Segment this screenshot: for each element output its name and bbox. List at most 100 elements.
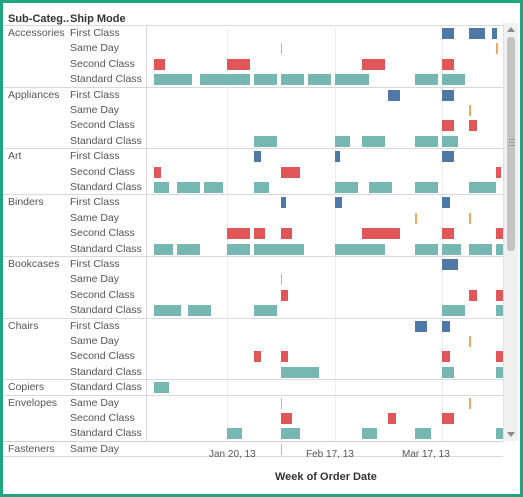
gantt-bar bbox=[203, 182, 223, 193]
x-tick-label: Jan 20, 13 bbox=[209, 449, 256, 460]
gantt-bar bbox=[153, 382, 170, 394]
subcategory-label: Bookcases bbox=[8, 258, 60, 270]
gantt-bar bbox=[253, 74, 277, 86]
gantt-bar bbox=[280, 413, 293, 424]
gantt-bar bbox=[334, 74, 370, 86]
subcategory-label: Binders bbox=[8, 196, 44, 209]
chart-frame: Sub-Categ.. Ship Mode Accessories First C… bbox=[3, 3, 520, 494]
grip-line bbox=[509, 139, 515, 140]
gantt-bar bbox=[496, 228, 504, 240]
gantt-bar bbox=[280, 74, 304, 86]
x-axis-title: Week of Order Date bbox=[275, 471, 377, 483]
gantt-bar bbox=[334, 135, 350, 147]
gantt-bar bbox=[469, 120, 477, 132]
subcategory-label: Appliances bbox=[8, 88, 60, 101]
group-divider bbox=[3, 194, 503, 196]
gantt-bar bbox=[253, 228, 266, 240]
gantt-bar bbox=[226, 74, 250, 86]
gantt-bar bbox=[153, 74, 193, 86]
gantt-bar bbox=[253, 243, 304, 255]
ship-mode-label: Second Class bbox=[70, 227, 135, 240]
group-divider bbox=[3, 256, 503, 257]
ship-mode-label: Standard Class bbox=[70, 181, 142, 193]
plot-left-border bbox=[146, 25, 147, 441]
gantt-bar bbox=[469, 397, 471, 409]
gantt-bar bbox=[496, 366, 508, 378]
gantt-bar bbox=[442, 120, 454, 132]
gantt-bar bbox=[153, 58, 166, 70]
subcategory-label: Envelopes bbox=[8, 396, 58, 409]
scroll-down-icon[interactable] bbox=[507, 432, 515, 437]
ship-mode-label: Second Class bbox=[70, 165, 135, 178]
gantt-bar bbox=[369, 182, 393, 193]
gantt-bar bbox=[188, 305, 212, 317]
ship-mode-label: Second Class bbox=[70, 412, 135, 424]
ship-mode-label: Second Class bbox=[70, 119, 135, 132]
ship-mode-label: First Class bbox=[70, 196, 120, 209]
subcategory-label: Art bbox=[8, 150, 22, 163]
gantt-bar bbox=[176, 182, 200, 193]
ship-mode-label: Standard Class bbox=[70, 242, 142, 255]
ship-mode-label: Same Day bbox=[70, 273, 120, 286]
vertical-scrollbar[interactable] bbox=[503, 23, 518, 441]
scrollbar-thumb[interactable] bbox=[507, 37, 515, 251]
gantt-bar bbox=[442, 351, 450, 363]
ship-mode-label: First Class bbox=[70, 319, 120, 332]
gantt-bar bbox=[307, 74, 331, 86]
gantt-bar bbox=[153, 182, 170, 193]
gantt-bar bbox=[334, 197, 343, 209]
group-divider bbox=[3, 317, 503, 319]
subcategory-label: Chairs bbox=[8, 319, 39, 332]
subcategory-header: Sub-Categ.. bbox=[8, 13, 70, 25]
gantt-bar bbox=[176, 243, 200, 255]
ship-mode-label: Same Day bbox=[70, 335, 120, 347]
gantt-bar bbox=[334, 182, 358, 193]
grip-line bbox=[509, 145, 515, 146]
gantt-bar bbox=[469, 212, 471, 224]
gantt-bar bbox=[442, 413, 454, 424]
gantt-bar bbox=[496, 289, 504, 301]
gantt-bar bbox=[280, 397, 283, 409]
gantt-bar bbox=[361, 228, 393, 240]
gantt-bar bbox=[442, 28, 454, 39]
ship-mode-label: Standard Class bbox=[70, 304, 142, 317]
gantt-bar bbox=[153, 243, 173, 255]
gantt-bar bbox=[442, 366, 454, 378]
group-divider bbox=[3, 86, 503, 88]
gantt-bar bbox=[415, 243, 439, 255]
gantt-bar bbox=[442, 259, 458, 270]
gantt-bar bbox=[280, 428, 300, 440]
group-divider bbox=[3, 148, 503, 150]
gantt-bar bbox=[280, 443, 283, 455]
group-divider bbox=[3, 379, 503, 381]
gantt-bar bbox=[496, 166, 502, 178]
gantt-bar bbox=[469, 28, 485, 39]
gantt-bar bbox=[388, 413, 397, 424]
gantt-bar bbox=[361, 58, 385, 70]
gantt-bar bbox=[253, 182, 270, 193]
gantt-bar bbox=[226, 428, 243, 440]
gantt-bar bbox=[415, 182, 439, 193]
gantt-bar bbox=[415, 212, 417, 224]
ship-mode-label: Standard Class bbox=[70, 365, 142, 378]
gantt-bar bbox=[280, 366, 320, 378]
gantt-bar bbox=[361, 135, 385, 147]
ship-mode-label: Same Day bbox=[70, 442, 120, 455]
ship-mode-label: Same Day bbox=[70, 396, 120, 409]
ship-mode-label: First Class bbox=[70, 88, 120, 101]
gantt-bar bbox=[153, 166, 162, 178]
gantt-bar bbox=[280, 274, 283, 286]
ship-mode-label: Second Class bbox=[70, 57, 135, 70]
subcategory-label: Fasteners bbox=[8, 442, 55, 455]
ship-mode-label: First Class bbox=[70, 27, 120, 39]
gantt-bar bbox=[253, 305, 277, 317]
subcategory-label: Accessories bbox=[8, 27, 65, 39]
ship-mode-label: First Class bbox=[70, 150, 120, 163]
plot-bottom-border bbox=[3, 441, 503, 442]
gantt-bar bbox=[280, 351, 289, 363]
scroll-up-icon[interactable] bbox=[507, 27, 515, 32]
gantt-bar bbox=[442, 243, 462, 255]
gantt-bar bbox=[492, 28, 498, 39]
ship-mode-label: Same Day bbox=[70, 104, 120, 116]
ship-mode-label: Second Class bbox=[70, 350, 135, 363]
